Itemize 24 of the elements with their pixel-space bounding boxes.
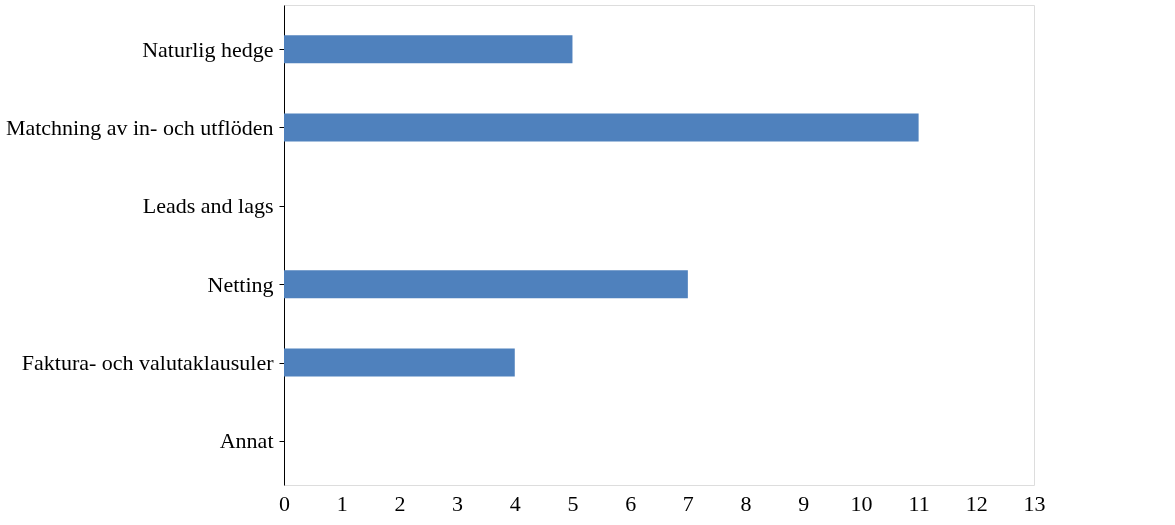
y-tick-label: Annat xyxy=(219,428,274,454)
x-tick-label: 4 xyxy=(509,490,521,516)
x-tick-label: 3 xyxy=(452,490,464,516)
x-tick-label: 9 xyxy=(798,490,810,516)
x-tick-label: 13 xyxy=(1023,490,1046,516)
x-tick-label: 8 xyxy=(740,490,752,516)
y-tick-label: Netting xyxy=(207,271,274,297)
x-tick-label: 12 xyxy=(965,490,988,516)
x-tick-label: 6 xyxy=(625,490,637,516)
y-tick-label: Leads and lags xyxy=(142,193,274,219)
x-tick-label: 1 xyxy=(336,490,348,516)
x-tick-label: 0 xyxy=(279,490,290,516)
bar xyxy=(284,348,515,377)
y-tick-label: Naturlig hedge xyxy=(142,36,274,62)
bar xyxy=(284,270,688,299)
y-tick-label: Matchning av in- och utflöden xyxy=(5,115,274,140)
x-tick-label: 11 xyxy=(908,490,930,516)
x-tick-label: 7 xyxy=(682,490,694,516)
x-tick-label: 2 xyxy=(394,490,406,516)
bar xyxy=(284,113,919,142)
y-tick-label: Faktura- och valutaklausuler xyxy=(21,350,275,375)
x-tick-label: 10 xyxy=(850,490,873,516)
x-tick-label: 5 xyxy=(567,490,579,516)
bar xyxy=(284,35,573,64)
